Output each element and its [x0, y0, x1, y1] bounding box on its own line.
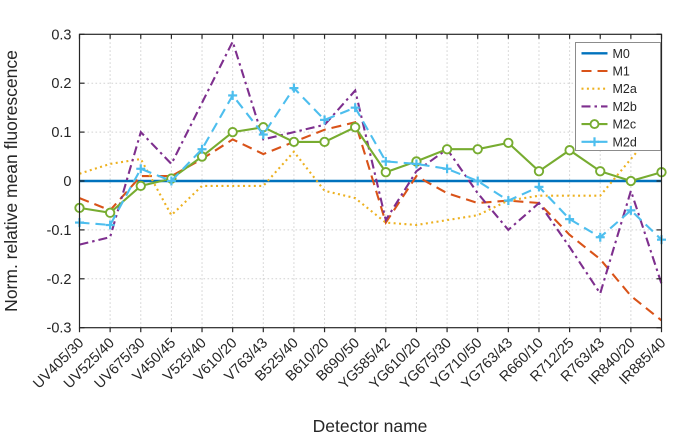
series-line-M2b — [79, 38, 663, 296]
marker-plus-M2d — [105, 220, 115, 230]
marker-plus-M2d — [442, 164, 452, 174]
marker-circle-M2c — [441, 144, 453, 155]
series-line-M1 — [79, 121, 663, 322]
legend-label-M2c: M2c — [613, 118, 637, 132]
legend-marker-circle — [589, 119, 600, 130]
marker-plus-M2d — [320, 115, 330, 125]
axes — [78, 33, 663, 333]
y-tick-label: 0 — [63, 174, 71, 190]
marker-circle-M2c — [104, 207, 116, 218]
marker-circle-M2c — [319, 136, 330, 148]
legend-label-M1: M1 — [613, 65, 630, 79]
y-tick-label: 0.1 — [51, 125, 71, 141]
y-tick-label: -0.1 — [47, 223, 72, 239]
marker-circle-M2c — [135, 180, 146, 192]
legend: M0 M1 M2a M2b M2c M2d — [575, 42, 661, 151]
y-axis-label: Norm. relative mean fluorescence — [1, 50, 21, 312]
data-series — [74, 38, 667, 322]
legend-label-M2b: M2b — [613, 100, 637, 114]
marker-circle-M2c — [288, 136, 300, 148]
marker-circle-M2c — [533, 166, 545, 177]
marker-circle-M2c — [350, 122, 361, 133]
legend-item-M2d: M2d — [581, 135, 637, 149]
legend-item-M0: M0 — [581, 47, 630, 61]
legend-item-M2a: M2a — [581, 82, 637, 96]
tick-labels: 0.30.20.10-0.1-0.2-0.3UV405/30UV525/40UV… — [30, 27, 669, 392]
marker-circle-M2c — [503, 137, 514, 149]
series-line-M2d — [79, 86, 663, 241]
y-tick-label: -0.3 — [47, 321, 72, 337]
marker-circle-M2c — [472, 144, 483, 155]
series-line-M2c — [79, 125, 662, 214]
marker-plus-M2d — [136, 164, 146, 174]
marker-plus-M2d — [381, 156, 391, 166]
legend-item-M1: M1 — [581, 65, 630, 79]
x-axis-label: Detector name — [313, 416, 428, 436]
y-tick-label: 0.2 — [51, 76, 71, 92]
legend-label-M2d: M2d — [613, 135, 637, 149]
marker-plus-M2d — [503, 196, 513, 206]
marker-plus-M2d — [258, 130, 268, 140]
legend-box — [575, 42, 661, 151]
marker-plus-M2d — [473, 176, 483, 186]
marker-plus-M2d — [350, 103, 360, 113]
legend-item-M2c: M2c — [581, 118, 637, 132]
marker-circle-M2c — [227, 126, 238, 138]
marker-circle-M2c — [595, 166, 606, 177]
marker-plus-M2d — [565, 214, 575, 224]
legend-item-M2b: M2b — [581, 100, 637, 114]
marker-plus-M2d — [534, 182, 544, 192]
marker-plus-M2d — [411, 159, 421, 169]
marker-plus-M2d — [626, 205, 636, 215]
marker-plus-M2d — [595, 232, 605, 242]
legend-label-M0: M0 — [613, 47, 630, 61]
series-line-M2a — [79, 121, 663, 227]
marker-circle-M2c — [564, 145, 575, 156]
marker-plus-M2d — [166, 176, 176, 186]
marker-plus-M2d — [289, 83, 299, 93]
marker-circle-M2c — [625, 175, 637, 187]
marker-circle-M2c — [380, 167, 391, 178]
y-tick-label: 0.3 — [51, 27, 71, 43]
marker-plus-M2d — [228, 90, 238, 100]
marker-plus-M2d — [197, 144, 207, 154]
grid-lines — [79, 34, 662, 328]
legend-label-M2a: M2a — [613, 82, 637, 96]
y-tick-label: -0.2 — [47, 272, 72, 288]
